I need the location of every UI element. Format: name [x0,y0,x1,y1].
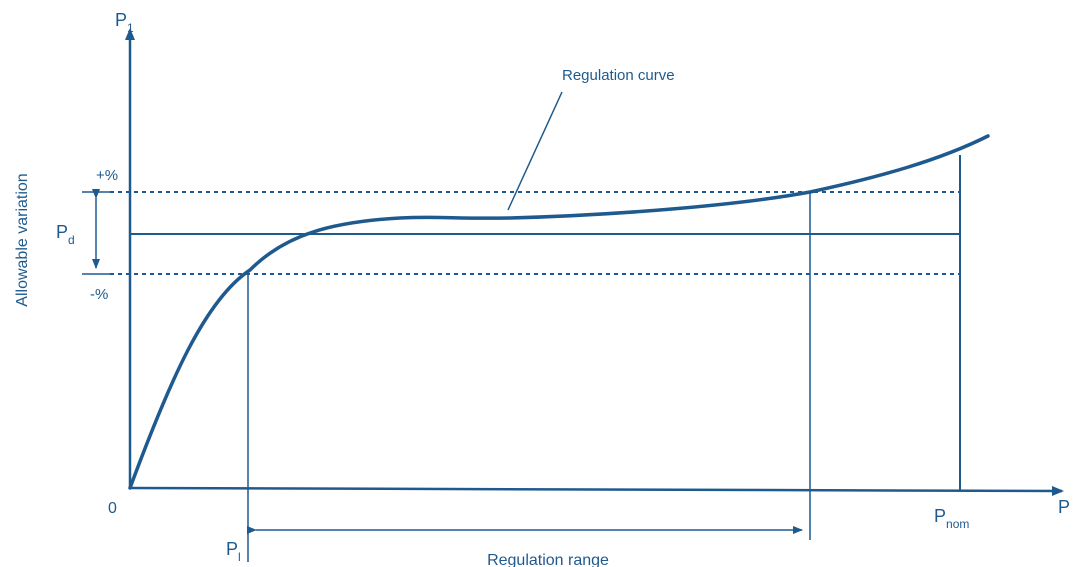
x-axis [129,485,1064,496]
regulation-curve [128,134,990,490]
curve-leader-line [507,91,563,211]
curve-label: Regulation curve [562,67,675,84]
nominal-label: Pnom [934,506,969,531]
band-label: Pd [56,222,75,247]
x-axis-label: P [1058,497,1070,517]
minus-percent-label: -% [90,286,108,303]
y-axis-label: P1 [115,10,134,35]
origin-label: 0 [108,500,117,517]
y-axis-title: Allowable variation [14,173,31,306]
lower-point-label: Pl [226,539,241,564]
plus-percent-label: +% [96,167,118,184]
range-label: Regulation range [487,552,609,567]
